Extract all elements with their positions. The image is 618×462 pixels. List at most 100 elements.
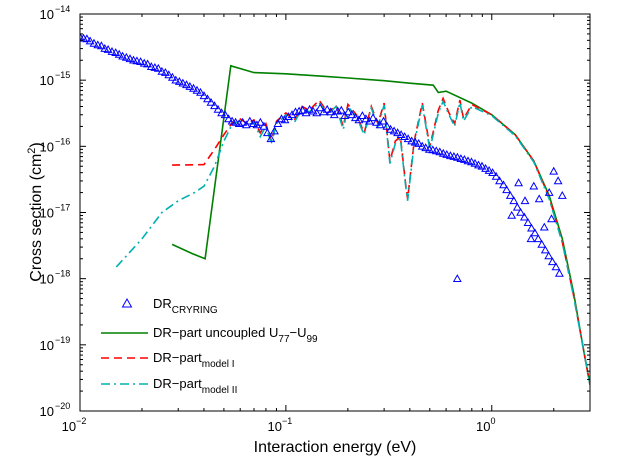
y-tick-label-base: 10 <box>40 7 54 22</box>
legend-entry-model-ii: DR−partmodel II <box>101 376 237 396</box>
y-tick-label: 10 <box>40 404 54 419</box>
legend-label-model-ii: DR−partmodel II <box>153 376 237 396</box>
scatter-point <box>333 106 343 115</box>
scatter-point <box>514 178 524 187</box>
legend-marker-triangle <box>121 297 133 308</box>
legend-label-uncoupled-sub2: 99 <box>307 334 319 345</box>
scatter-point <box>519 212 529 221</box>
scatter-point <box>245 116 255 125</box>
legend-label-model-i: DR−partmodel I <box>153 350 235 370</box>
y-tick-label: 10 <box>40 272 54 287</box>
scatter-point <box>298 105 308 114</box>
scatter-point <box>396 130 406 138</box>
legend-label-uncoupled-sub1: 77 <box>278 334 290 345</box>
scatter-point <box>322 104 332 113</box>
y-axis-label-close: ) <box>28 142 45 147</box>
scatter-point <box>379 116 388 125</box>
scatter-point <box>259 121 269 130</box>
scatter-point <box>354 115 364 124</box>
scatter-point <box>481 163 491 172</box>
scatter-point <box>488 168 498 176</box>
y-tick-label-base: 10 <box>40 338 54 353</box>
scatter-point <box>414 138 424 147</box>
y-tick-label: 10 <box>40 7 54 22</box>
scatter-point <box>206 97 216 106</box>
scatter-point <box>270 126 279 135</box>
scatter-point <box>382 121 392 130</box>
scatter-point <box>103 44 113 53</box>
scatter-point <box>121 52 131 61</box>
scatter-point <box>252 120 262 129</box>
scatter-point <box>96 41 106 50</box>
scatter-point <box>553 176 563 185</box>
y-tick-label-base: 10 <box>40 272 54 287</box>
x-tick-label-exp: −1 <box>282 416 292 426</box>
scatter-point <box>262 128 272 137</box>
scatter-point <box>234 119 244 127</box>
legend-label-uncoupled-mid: −U <box>290 325 307 340</box>
scatter-point <box>213 104 223 113</box>
scatter-point <box>174 76 184 85</box>
scatter-point <box>491 171 501 180</box>
scatter-point <box>315 103 325 112</box>
scatter-point <box>410 137 420 146</box>
y-tick-label: 10 <box>40 139 54 154</box>
scatter-point <box>470 158 480 167</box>
scatter-point <box>266 134 276 143</box>
scatter-point <box>182 80 191 89</box>
scatter-point <box>85 36 95 45</box>
legend: DRCRYRING DR−part uncoupled U77−U99 DR−p… <box>101 296 318 396</box>
scatter-point <box>554 268 564 277</box>
scatter-point <box>467 157 476 166</box>
scatter-point <box>534 194 544 203</box>
scatter-point <box>452 152 462 161</box>
scatter-point <box>544 187 554 196</box>
x-tick-label: 10−1 <box>268 416 293 434</box>
y-tick-label-exp: −19 <box>55 335 70 345</box>
scatter-point <box>284 112 293 120</box>
legend-label-uncoupled: DR−part uncoupled U77−U99 <box>153 325 318 345</box>
scatter-point <box>505 190 515 199</box>
scatter-point <box>484 165 494 174</box>
y-tick-label-exp: −17 <box>55 203 70 213</box>
scatter-point <box>343 107 353 116</box>
legend-label-model-i-main: DR−part <box>153 350 202 365</box>
scatter-point <box>442 149 452 158</box>
scatter-point <box>400 132 410 140</box>
y-tick-label: 10 <box>40 73 54 88</box>
y-tick-label-exp: −16 <box>55 136 70 146</box>
legend-entry-model-i: DR−partmodel I <box>101 350 235 370</box>
scatter-point <box>527 223 536 232</box>
y-tick-label-exp: −15 <box>55 70 70 80</box>
legend-label-model-ii-sub: model II <box>202 385 238 396</box>
scatter-point <box>523 218 533 226</box>
scatter-point <box>533 234 543 243</box>
legend-label-model-i-sub: model I <box>202 359 235 370</box>
scatter-point <box>199 91 209 100</box>
scatter-point <box>540 245 550 254</box>
scatter-point <box>361 114 371 123</box>
scatter-point <box>308 106 318 115</box>
scatter-point <box>403 134 413 143</box>
scatter-point <box>375 120 385 129</box>
scatter-point <box>547 214 556 223</box>
scatter-point <box>178 78 188 87</box>
scatter-point <box>530 228 540 237</box>
scatter-point <box>477 161 487 170</box>
scatter-point <box>516 207 526 216</box>
scatter-point <box>114 49 124 58</box>
scatter-point <box>347 110 357 119</box>
scatter-point <box>509 196 519 205</box>
scatter-point <box>526 234 536 243</box>
scatter-point <box>544 251 554 260</box>
scatter-point <box>167 72 177 81</box>
scatter-point <box>192 85 202 94</box>
scatter-point <box>82 34 92 43</box>
scatter-point <box>393 128 403 137</box>
x-tick-label-base: 10 <box>62 419 76 434</box>
x-tick-label-exp: −2 <box>76 416 86 426</box>
legend-entry-dr-cryring: DRCRYRING <box>121 296 218 316</box>
x-tick-label: 10−2 <box>62 416 87 434</box>
